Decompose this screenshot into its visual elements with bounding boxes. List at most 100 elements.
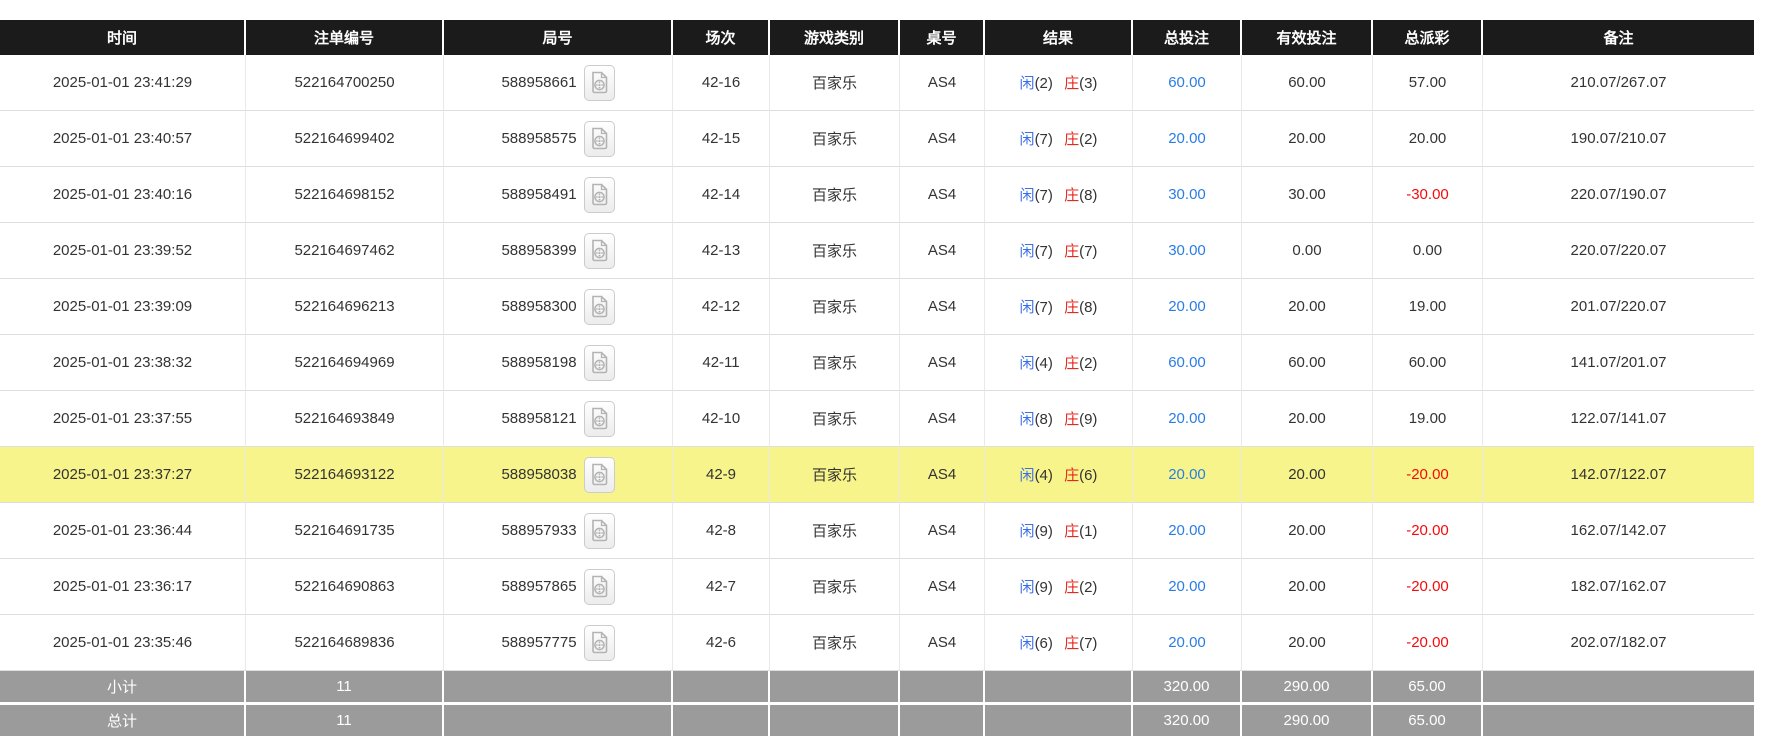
result-player-label: 闲 xyxy=(1019,355,1035,372)
bet-number-cell: 522164689836 xyxy=(246,615,444,671)
video-replay-button[interactable] xyxy=(583,400,615,437)
round-number: 588958491 xyxy=(501,186,577,203)
column-header-session: 场次 xyxy=(673,20,770,55)
remark-cell: 210.07/267.07 xyxy=(1483,55,1754,111)
subtotal-round-cell xyxy=(444,671,673,705)
table-number-cell: AS4 xyxy=(900,223,985,279)
remark-cell: 122.07/141.07 xyxy=(1483,391,1754,447)
time-cell: 2025-01-01 23:35:46 xyxy=(0,615,246,671)
result-player-label: 闲 xyxy=(1019,75,1035,92)
grand-total-count-cell: 11 xyxy=(246,705,444,736)
video-replay-button[interactable] xyxy=(583,120,615,157)
total-bet-cell: 60.00 xyxy=(1133,55,1242,111)
valid-bet-cell: 20.00 xyxy=(1242,447,1373,503)
session-cell: 42-16 xyxy=(673,55,770,111)
video-replay-button[interactable] xyxy=(583,512,615,549)
total-bet-cell: 60.00 xyxy=(1133,335,1242,391)
remark-cell: 141.07/201.07 xyxy=(1483,335,1754,391)
session-cell: 42-11 xyxy=(673,335,770,391)
game-type-cell: 百家乐 xyxy=(770,615,900,671)
table-row[interactable]: 2025-01-01 23:39:52 522164697462 5889583… xyxy=(0,223,1754,279)
table-row[interactable]: 2025-01-01 23:37:27 522164693122 5889580… xyxy=(0,447,1754,503)
result-player-label: 闲 xyxy=(1019,467,1035,484)
result-banker-label: 庄 xyxy=(1064,411,1080,428)
result-cell: 闲(7) 庄(7) xyxy=(985,223,1133,279)
result-banker-label: 庄 xyxy=(1064,467,1080,484)
result-banker-value: (7) xyxy=(1079,635,1098,652)
result-banker-label: 庄 xyxy=(1064,299,1080,316)
table-body: 2025-01-01 23:41:29 522164700250 5889586… xyxy=(0,55,1754,671)
video-replay-button[interactable] xyxy=(583,456,615,493)
table-row[interactable]: 2025-01-01 23:35:46 522164689836 5889577… xyxy=(0,615,1754,671)
subtotal-count-cell: 11 xyxy=(246,671,444,705)
column-header-table-number: 桌号 xyxy=(900,20,985,55)
game-type-cell: 百家乐 xyxy=(770,447,900,503)
table-row[interactable]: 2025-01-01 23:41:29 522164700250 5889586… xyxy=(0,55,1754,111)
session-cell: 42-15 xyxy=(673,111,770,167)
subtotal-valid-bet-cell: 290.00 xyxy=(1242,671,1373,705)
game-type-cell: 百家乐 xyxy=(770,223,900,279)
video-replay-button[interactable] xyxy=(583,288,615,325)
time-cell: 2025-01-01 23:37:27 xyxy=(0,447,246,503)
video-file-icon xyxy=(591,519,607,542)
payout-cell: 19.00 xyxy=(1373,391,1483,447)
video-replay-button[interactable] xyxy=(583,232,615,269)
result-banker-value: (8) xyxy=(1079,299,1098,316)
result-player-label: 闲 xyxy=(1019,523,1035,540)
game-type-cell: 百家乐 xyxy=(770,559,900,615)
table-row[interactable]: 2025-01-01 23:38:32 522164694969 5889581… xyxy=(0,335,1754,391)
game-type-cell: 百家乐 xyxy=(770,335,900,391)
result-player-label: 闲 xyxy=(1019,187,1035,204)
payout-cell: 60.00 xyxy=(1373,335,1483,391)
result-player-value: (8) xyxy=(1034,411,1053,428)
grand-total-payout-cell: 65.00 xyxy=(1373,705,1483,736)
result-banker-value: (3) xyxy=(1079,75,1098,92)
result-player-label: 闲 xyxy=(1019,299,1035,316)
video-file-icon xyxy=(591,183,607,206)
round-cell: 588958198 xyxy=(444,335,673,391)
table-number-cell: AS4 xyxy=(900,447,985,503)
video-replay-button[interactable] xyxy=(583,624,615,661)
game-type-cell: 百家乐 xyxy=(770,503,900,559)
round-cell: 588958491 xyxy=(444,167,673,223)
video-replay-button[interactable] xyxy=(583,176,615,213)
table-number-cell: AS4 xyxy=(900,167,985,223)
subtotal-game-type-cell xyxy=(770,671,900,705)
table-row[interactable]: 2025-01-01 23:40:16 522164698152 5889584… xyxy=(0,167,1754,223)
video-file-icon xyxy=(591,463,607,486)
result-banker-value: (6) xyxy=(1079,467,1098,484)
round-number: 588957865 xyxy=(501,578,577,595)
result-cell: 闲(7) 庄(2) xyxy=(985,111,1133,167)
valid-bet-cell: 30.00 xyxy=(1242,167,1373,223)
round-cell: 588958300 xyxy=(444,279,673,335)
table-number-cell: AS4 xyxy=(900,503,985,559)
payout-cell: 20.00 xyxy=(1373,111,1483,167)
session-cell: 42-9 xyxy=(673,447,770,503)
table-row[interactable]: 2025-01-01 23:36:44 522164691735 5889579… xyxy=(0,503,1754,559)
video-replay-button[interactable] xyxy=(583,568,615,605)
time-cell: 2025-01-01 23:37:55 xyxy=(0,391,246,447)
result-player-value: (6) xyxy=(1034,635,1053,652)
result-banker-label: 庄 xyxy=(1064,243,1080,260)
round-cell: 588958575 xyxy=(444,111,673,167)
time-cell: 2025-01-01 23:40:16 xyxy=(0,167,246,223)
valid-bet-cell: 20.00 xyxy=(1242,111,1373,167)
total-bet-cell: 20.00 xyxy=(1133,447,1242,503)
bet-number-cell: 522164693849 xyxy=(246,391,444,447)
table-row[interactable]: 2025-01-01 23:37:55 522164693849 5889581… xyxy=(0,391,1754,447)
column-header-remark: 备注 xyxy=(1483,20,1754,55)
table-row[interactable]: 2025-01-01 23:39:09 522164696213 5889583… xyxy=(0,279,1754,335)
valid-bet-cell: 20.00 xyxy=(1242,559,1373,615)
result-banker-label: 庄 xyxy=(1064,523,1080,540)
video-file-icon xyxy=(591,351,607,374)
table-row[interactable]: 2025-01-01 23:36:17 522164690863 5889578… xyxy=(0,559,1754,615)
table-number-cell: AS4 xyxy=(900,391,985,447)
session-cell: 42-13 xyxy=(673,223,770,279)
table-row[interactable]: 2025-01-01 23:40:57 522164699402 5889585… xyxy=(0,111,1754,167)
valid-bet-cell: 20.00 xyxy=(1242,279,1373,335)
video-replay-button[interactable] xyxy=(583,64,615,101)
result-cell: 闲(9) 庄(2) xyxy=(985,559,1133,615)
video-replay-button[interactable] xyxy=(583,344,615,381)
result-player-value: (2) xyxy=(1034,75,1053,92)
payout-cell: 0.00 xyxy=(1373,223,1483,279)
